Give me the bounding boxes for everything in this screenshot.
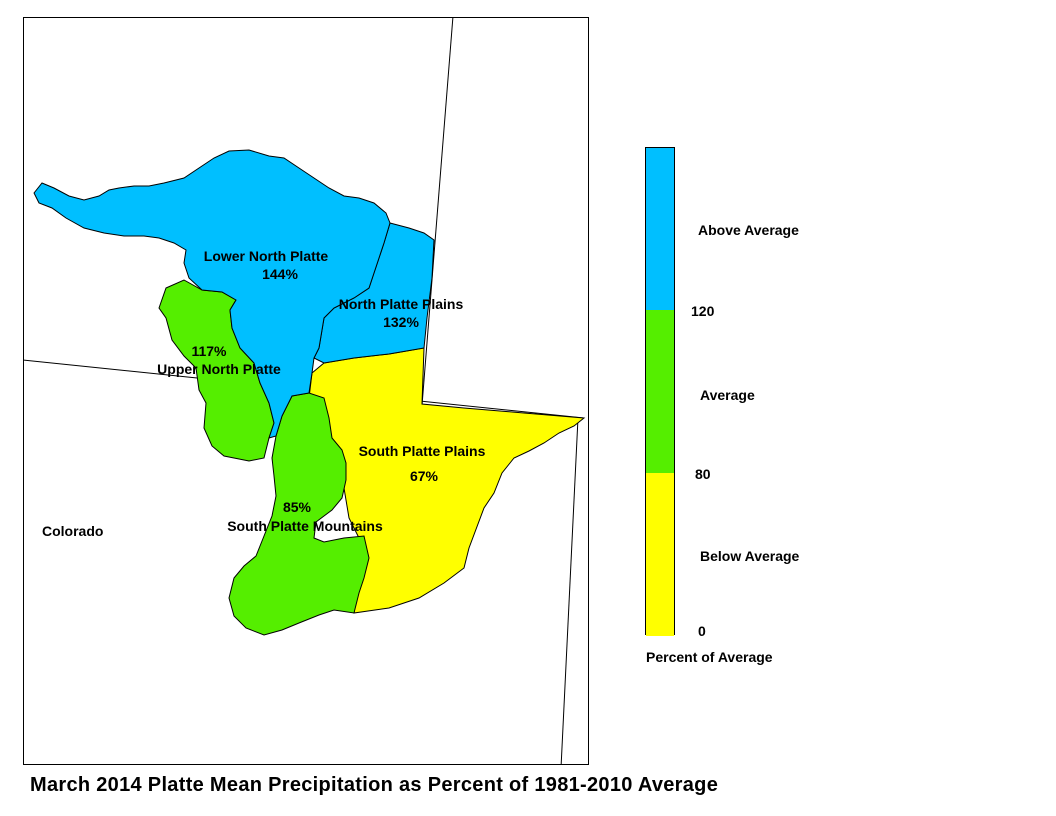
basin-label-lower-north-platte: Lower North Platte (204, 248, 329, 264)
legend-color-bar (645, 147, 675, 636)
basin-label-south-platte-plains: South Platte Plains (359, 443, 486, 459)
legend-break-0: 0 (698, 623, 706, 639)
state-boundary-line (420, 18, 454, 419)
legend-label-below-average: Below Average (700, 548, 800, 564)
map-frame: Lower North Platte 144% North Platte Pla… (23, 17, 589, 765)
basin-label-upper-north-platte: Upper North Platte (157, 361, 281, 377)
legend-swatch-average (646, 310, 674, 473)
legend-break-120: 120 (691, 303, 715, 319)
legend-title: Percent of Average (646, 649, 773, 665)
basin-label-south-platte-mountains: South Platte Mountains (227, 518, 383, 534)
basin-south-platte-plains[interactable] (308, 347, 586, 614)
map-title: March 2014 Platte Mean Precipitation as … (30, 774, 719, 796)
legend-swatch-below-average (646, 473, 674, 636)
basin-percent-upper-north-platte: 117% (191, 343, 227, 359)
legend-label-average: Average (700, 387, 755, 403)
basin-percent-north-platte-plains: 132% (383, 314, 419, 330)
state-label: Colorado (42, 523, 103, 539)
state-boundary-line (560, 417, 579, 764)
basin-south-platte-mountains[interactable] (228, 392, 370, 636)
basin-percent-lower-north-platte: 144% (262, 266, 298, 282)
legend-swatch-above-average (646, 148, 674, 310)
legend-break-80: 80 (695, 466, 711, 482)
basin-lower-north-platte[interactable] (33, 149, 391, 439)
basin-label-north-platte-plains: North Platte Plains (339, 296, 464, 312)
basin-percent-south-platte-mountains: 85% (283, 499, 312, 515)
legend-label-above-average: Above Average (698, 222, 799, 238)
basin-percent-south-platte-plains: 67% (410, 468, 439, 484)
basin-map: Lower North Platte 144% North Platte Pla… (24, 18, 586, 764)
